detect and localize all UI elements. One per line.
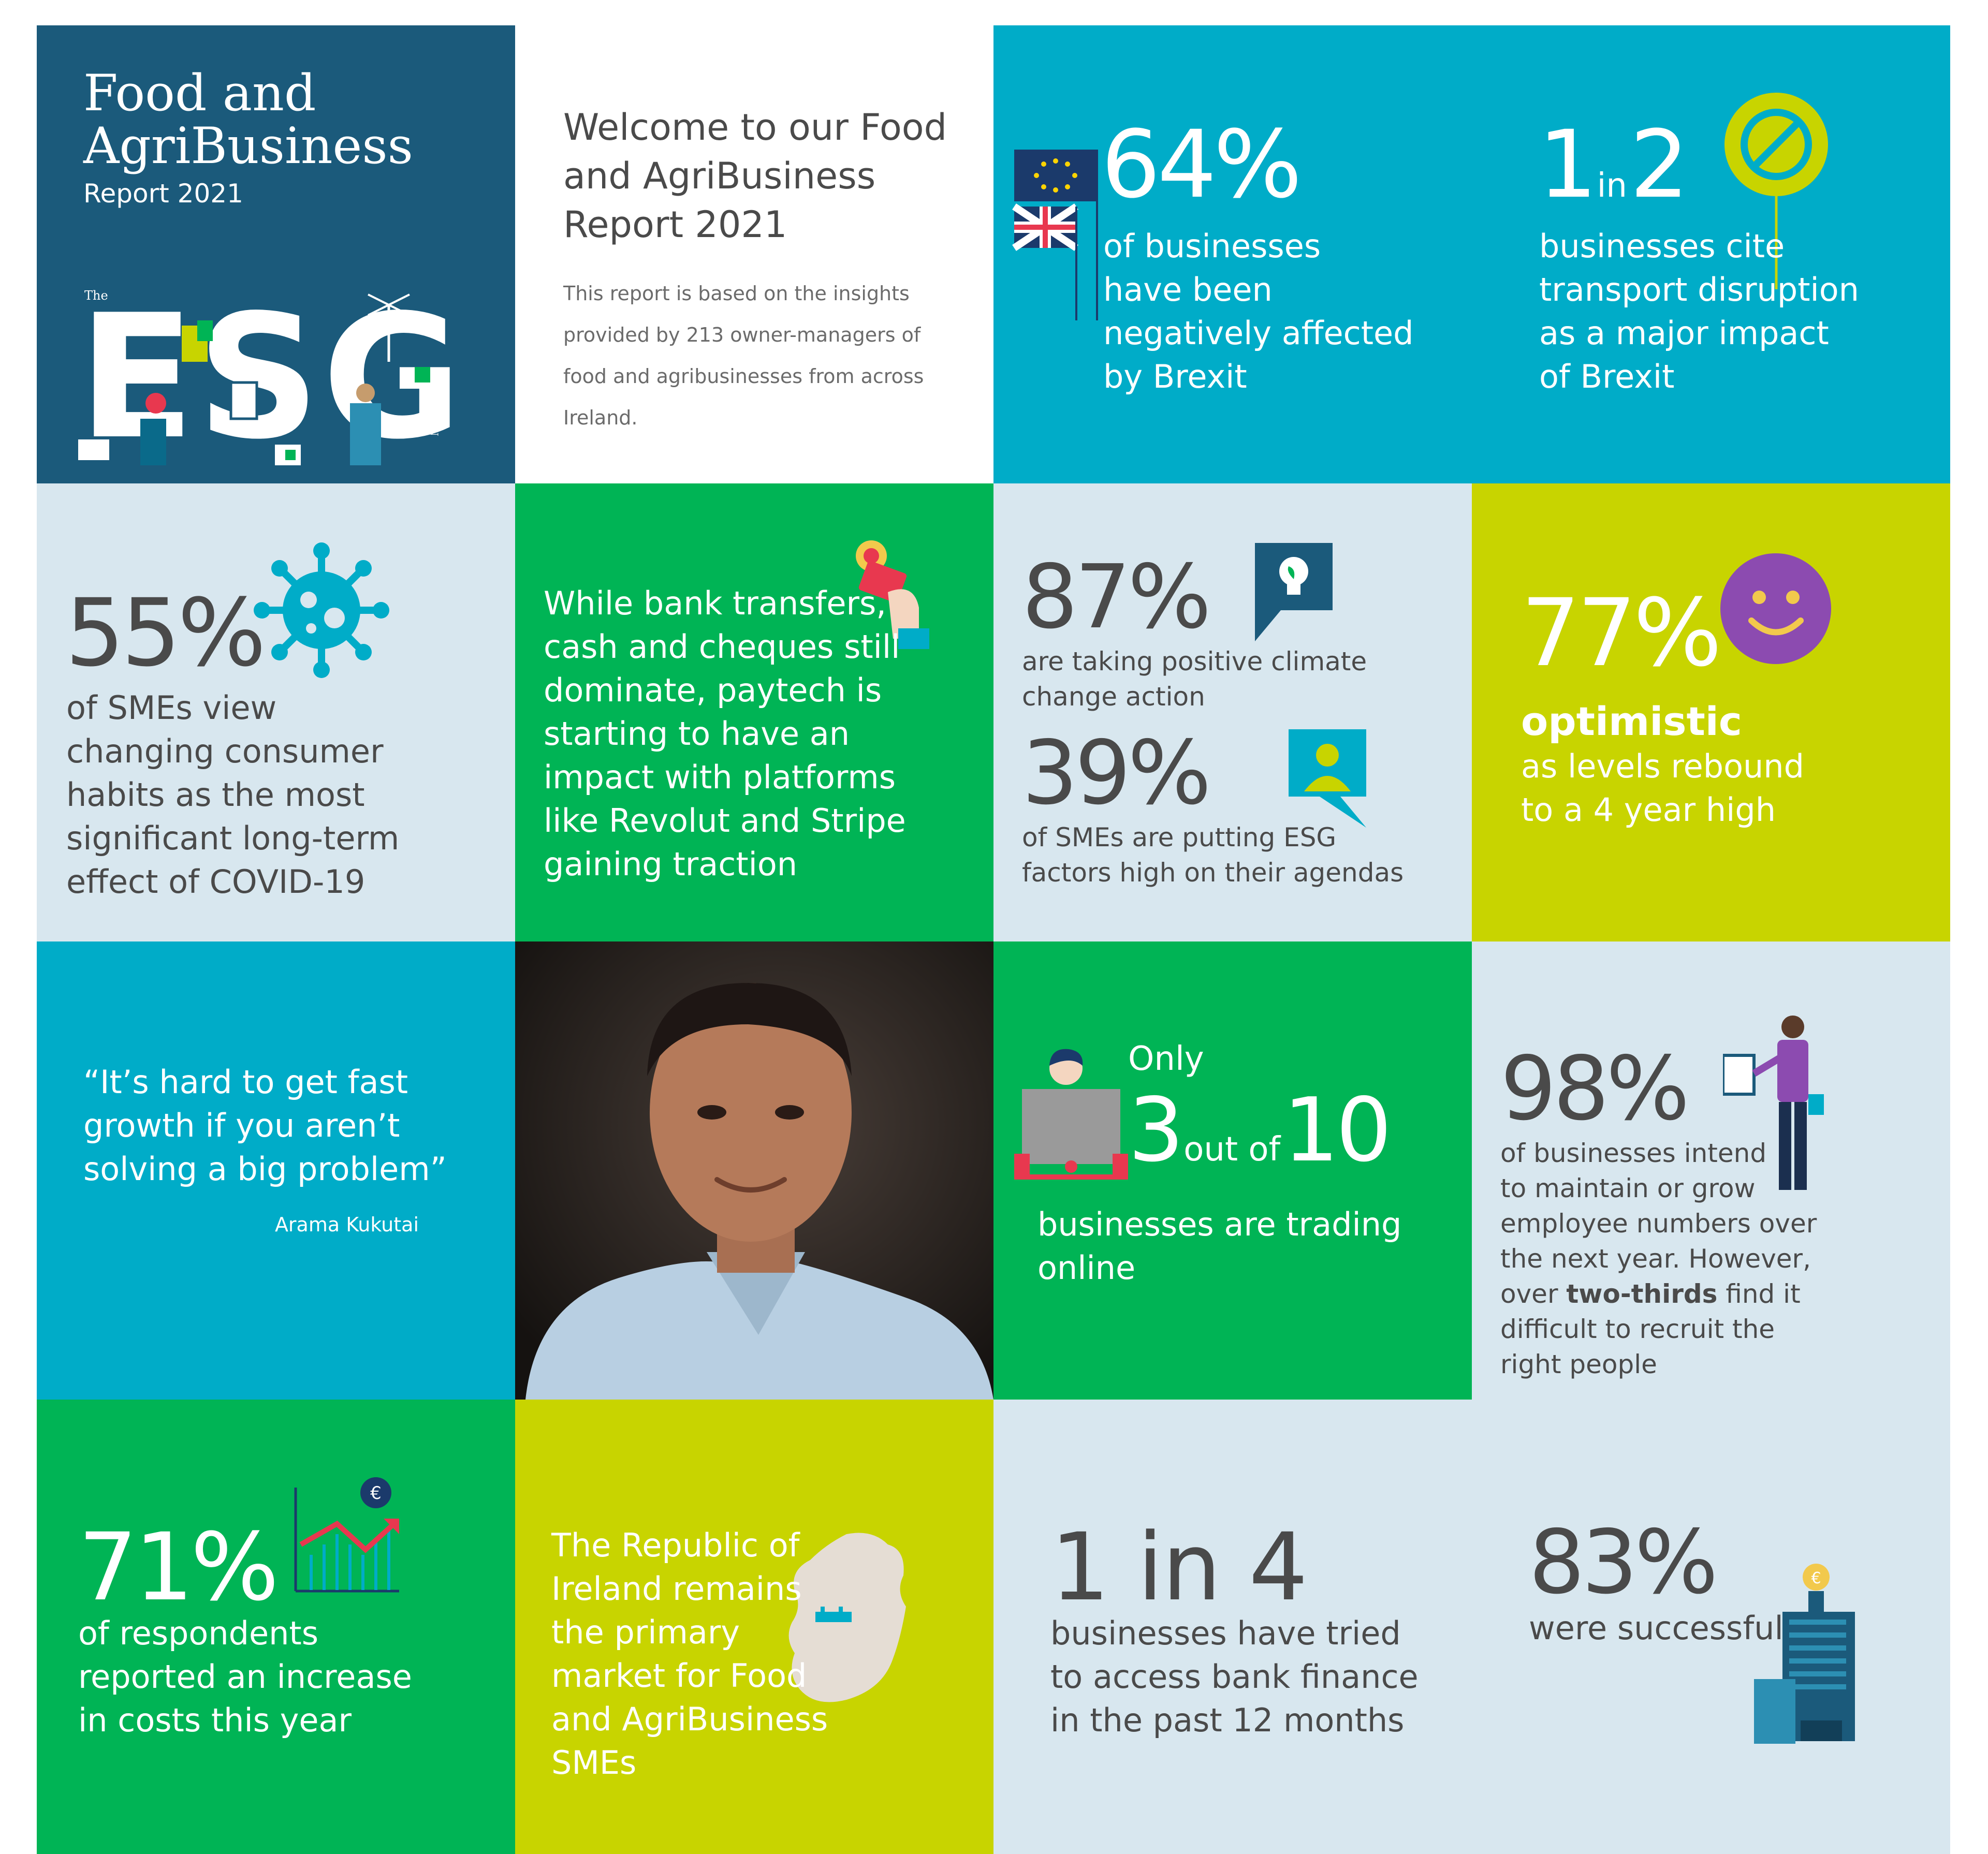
lightbulb-icon bbox=[1255, 543, 1333, 641]
laptop-user-icon bbox=[1014, 1049, 1128, 1180]
covid-stat: 55% bbox=[65, 579, 266, 687]
transport-tile: 1 in 2 businesses cite transport disrupt… bbox=[1472, 25, 1950, 483]
finance-stat: 1 in 4 bbox=[1050, 1513, 1308, 1622]
costs-text: of respondents reported an increase in c… bbox=[78, 1614, 412, 1739]
esg-illustration-icon bbox=[78, 293, 430, 465]
welcome-body: This report is based on the insights pro… bbox=[563, 282, 924, 429]
optimistic-label: optimistic bbox=[1521, 698, 1742, 744]
employment-tile: 98% of businesses intend to maintain or … bbox=[1472, 941, 1950, 1400]
success-text: were successful bbox=[1529, 1609, 1784, 1647]
online-num-2: 10 bbox=[1283, 1079, 1392, 1182]
market-tile: The Republic of Ireland remains the prim… bbox=[515, 1400, 993, 1854]
ireland-map-icon bbox=[788, 1533, 906, 1702]
climate-stat: 87% bbox=[1022, 546, 1211, 649]
optimistic-stat: 77% bbox=[1521, 579, 1722, 687]
optimistic-tile: 77% optimistic as levels rebound to a 4 … bbox=[1472, 483, 1950, 941]
market-text: The Republic of Ireland remains the prim… bbox=[551, 1526, 828, 1782]
employment-bold: two-thirds bbox=[1566, 1279, 1718, 1309]
report-title: Food and AgriBusiness bbox=[83, 64, 413, 175]
person-speech-icon bbox=[1289, 729, 1366, 828]
online-only-label: Only bbox=[1128, 1040, 1204, 1078]
covid-tile: 55% of SMEs view changing consumer habit… bbox=[37, 483, 515, 941]
climate-tile: 87% are taking positive climate change a… bbox=[993, 483, 1472, 941]
smiley-face-icon bbox=[1720, 553, 1831, 664]
esg-the-label: The bbox=[84, 288, 108, 303]
rising-costs-chart-icon: € bbox=[294, 1477, 399, 1593]
covid-text: of SMEs view changing consumer habits as… bbox=[66, 689, 400, 901]
transport-num-2: 2 bbox=[1630, 111, 1689, 219]
employment-stat: 98% bbox=[1500, 1038, 1690, 1140]
paytech-text: While bank transfers, cash and cheques s… bbox=[544, 584, 906, 883]
transport-in-label: in bbox=[1597, 167, 1627, 205]
svg-text:€: € bbox=[370, 1483, 382, 1504]
brexit-text: of businesses have been negatively affec… bbox=[1103, 227, 1414, 395]
esg-text: of SMEs are putting ESG factors high on … bbox=[1022, 822, 1404, 888]
online-stat: 3 out of 10 bbox=[1128, 1086, 1392, 1174]
infographic-grid: Food and AgriBusiness Report 2021 The ES… bbox=[37, 25, 1950, 1854]
employment-text: of businesses intend to maintain or grow… bbox=[1500, 1136, 1935, 1382]
employment-text-b: find it difficult to recruit the right p… bbox=[1500, 1279, 1801, 1379]
portrait-image bbox=[515, 941, 993, 1400]
optimistic-text: as levels rebound to a 4 year high bbox=[1521, 747, 1804, 829]
bank-building-icon: € bbox=[1754, 1564, 1855, 1744]
esg-stat: 39% bbox=[1022, 722, 1211, 825]
welcome-tile: Welcome to our Food and AgriBusiness Rep… bbox=[515, 25, 993, 483]
welcome-heading: Welcome to our Food and AgriBusiness Rep… bbox=[563, 106, 947, 246]
finance-text: businesses have tried to access bank fin… bbox=[1050, 1614, 1419, 1739]
climate-text: are taking positive climate change actio… bbox=[1022, 646, 1367, 712]
online-out-of-label: out of bbox=[1183, 1130, 1281, 1169]
quote-tile: “It’s hard to get fast growth if you are… bbox=[37, 941, 515, 1400]
report-subtitle: Report 2021 bbox=[83, 179, 243, 209]
brexit-tile: 64% of businesses have been negatively a… bbox=[993, 25, 1472, 483]
person-clipboard-icon bbox=[1723, 1016, 1824, 1190]
esg-logo: ESG EDITION bbox=[78, 284, 472, 481]
quote-author: Arama Kukutai bbox=[274, 1213, 419, 1236]
online-tile: Only 3 out of 10 businesses are trading … bbox=[993, 941, 1472, 1400]
card-payment-hand-icon bbox=[856, 540, 929, 649]
brexit-stat: 64% bbox=[1101, 111, 1302, 219]
esg-edition-label: EDITION bbox=[428, 388, 441, 436]
transport-stat: 1 in 2 bbox=[1538, 119, 1689, 212]
finance-tile: 1 in 4 businesses have tried to access b… bbox=[993, 1400, 1472, 1854]
cover-tile: Food and AgriBusiness Report 2021 The ES… bbox=[37, 25, 515, 483]
eu-uk-flags-icon bbox=[1012, 150, 1098, 320]
costs-stat: 71% bbox=[78, 1513, 279, 1622]
online-text: businesses are trading online bbox=[1037, 1205, 1402, 1287]
transport-num-1: 1 bbox=[1538, 111, 1598, 219]
transport-text: businesses cite transport disruption as … bbox=[1539, 227, 1859, 395]
no-entry-sign-icon bbox=[1724, 93, 1828, 289]
quote-text: “It’s hard to get fast growth if you are… bbox=[83, 1063, 447, 1188]
employment-text-a: of businesses intend to maintain or grow… bbox=[1500, 1138, 1817, 1309]
online-num-1: 3 bbox=[1128, 1079, 1184, 1182]
virus-icon bbox=[254, 542, 389, 678]
paytech-tile: While bank transfers, cash and cheques s… bbox=[515, 483, 993, 941]
portrait-photo bbox=[515, 941, 993, 1400]
success-tile: 83% were successful € bbox=[1472, 1400, 1950, 1854]
costs-tile: 71% € of respondents reported an increas… bbox=[37, 1400, 515, 1854]
success-stat: 83% bbox=[1529, 1511, 1718, 1614]
svg-text:€: € bbox=[1811, 1569, 1821, 1587]
